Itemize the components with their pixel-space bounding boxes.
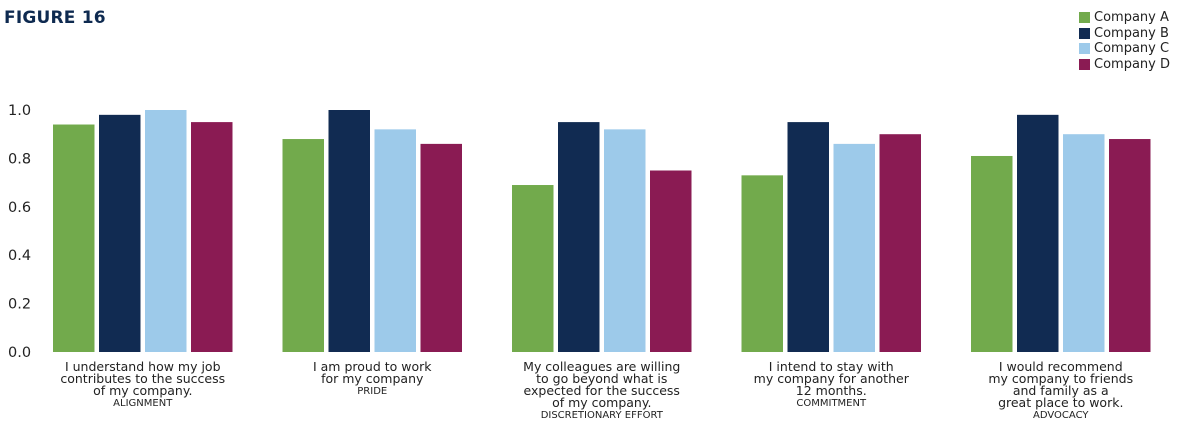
bar-company-a (53, 124, 95, 353)
legend-swatch-company-c (1079, 43, 1090, 55)
bar-company-b (328, 110, 370, 352)
category-label-line: I would recommend (999, 359, 1123, 374)
y-tick-label: 0.2 (8, 297, 31, 313)
category-label-line: contributes to the success (60, 371, 225, 386)
category-label-line: I understand how my job (65, 359, 221, 374)
y-tick-label: 0.4 (8, 248, 31, 264)
category-tag: DISCRETIONARY EFFORT (541, 410, 664, 421)
category-label-line: My colleagues are willing (523, 359, 680, 374)
category-label-line: to go beyond what is (536, 371, 667, 386)
category-tag: PRIDE (357, 386, 387, 397)
category-label-line: I am proud to work (313, 359, 432, 374)
bar-company-b (558, 122, 600, 352)
category-label-line: 12 months. (796, 383, 867, 398)
bar-company-b (99, 114, 141, 352)
figure-title: FIGURE 16 (4, 8, 106, 28)
bar-company-a (282, 139, 324, 352)
y-tick-label: 1.0 (8, 103, 31, 119)
y-tick-label: 0.0 (8, 345, 31, 361)
chart-legend: Company A Company B Company C Company D (1079, 10, 1170, 72)
category-label-line: expected for the success (524, 383, 680, 398)
y-tick-label: 0.6 (8, 200, 31, 216)
bar-company-c (1063, 134, 1105, 352)
legend-item-company-a: Company A (1079, 10, 1170, 26)
category-label-line: of my company. (552, 395, 651, 410)
legend-label-company-c: Company C (1094, 41, 1170, 57)
category-tag: ALIGNMENT (113, 398, 173, 409)
category-label-line: of my company. (93, 383, 192, 398)
legend-label-company-d: Company D (1094, 56, 1170, 72)
legend-item-company-c: Company C (1079, 41, 1170, 57)
category-tag: ADVOCACY (1033, 410, 1089, 421)
category-label-line: and family as a (1013, 383, 1109, 398)
legend-label-company-a: Company A (1094, 10, 1169, 26)
bar-company-d (879, 134, 921, 352)
legend-swatch-company-d (1079, 58, 1090, 70)
bar-company-a (741, 175, 783, 352)
bar-company-a (971, 155, 1013, 352)
category-label-line: my company for another (754, 371, 910, 386)
category-label-line: great place to work. (998, 395, 1123, 410)
bar-company-b (787, 122, 829, 352)
bar-company-c (833, 143, 875, 352)
bar-company-c (374, 129, 416, 352)
legend-swatch-company-a (1079, 12, 1090, 24)
category-label-line: my company to friends (988, 371, 1133, 386)
legend-item-company-b: Company B (1079, 26, 1170, 42)
category-tag: COMMITMENT (796, 398, 867, 409)
bar-company-d (420, 143, 462, 352)
category-label-line: for my company (321, 371, 424, 386)
bar-company-d (1109, 139, 1151, 352)
bar-company-d (191, 122, 233, 352)
legend-item-company-d: Company D (1079, 57, 1170, 73)
bar-company-b (1017, 114, 1059, 352)
bar-company-d (650, 170, 692, 352)
bar-company-c (145, 110, 187, 352)
bar-company-a (512, 185, 554, 352)
category-label-line: I intend to stay with (769, 359, 894, 374)
legend-swatch-company-b (1079, 27, 1090, 39)
bar-company-c (604, 129, 646, 352)
y-tick-label: 0.8 (8, 151, 31, 167)
legend-label-company-b: Company B (1094, 25, 1169, 41)
